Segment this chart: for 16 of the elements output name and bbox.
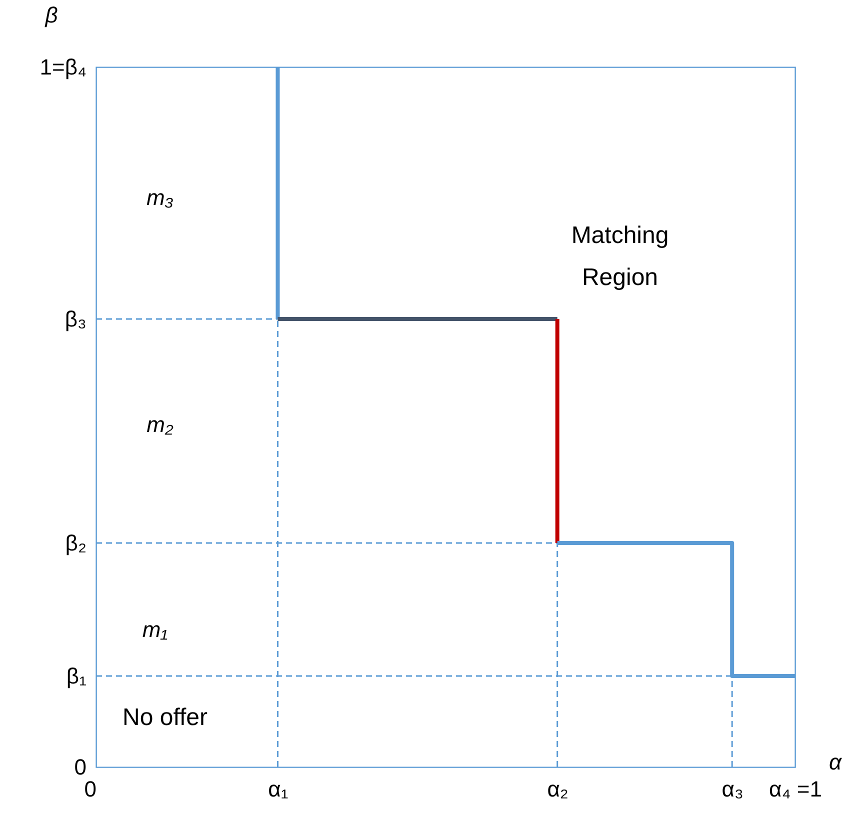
annotation: m₂ — [146, 412, 174, 437]
annotation: m₃ — [146, 185, 174, 210]
x-tick-label: α₁ — [268, 776, 288, 802]
x-axis-title: α — [828, 750, 843, 774]
annotation: m₁ — [142, 617, 168, 642]
x-tick-label: α₃ — [722, 776, 744, 802]
x-tick-label: α₂ — [547, 776, 568, 802]
y-tick-label: β₁ — [66, 664, 86, 688]
y-axis-title: β — [44, 2, 58, 28]
y-tick-label: 1=β₄ — [40, 54, 87, 80]
y-tick-label: 0 — [74, 754, 86, 780]
y-tick-label: β₃ — [64, 306, 86, 332]
y-tick-label: β₂ — [65, 530, 86, 556]
x-tick-label: α₄ =1 — [769, 776, 822, 802]
annotation: No offer — [122, 704, 208, 731]
annotation: Matching Region — [571, 222, 669, 291]
